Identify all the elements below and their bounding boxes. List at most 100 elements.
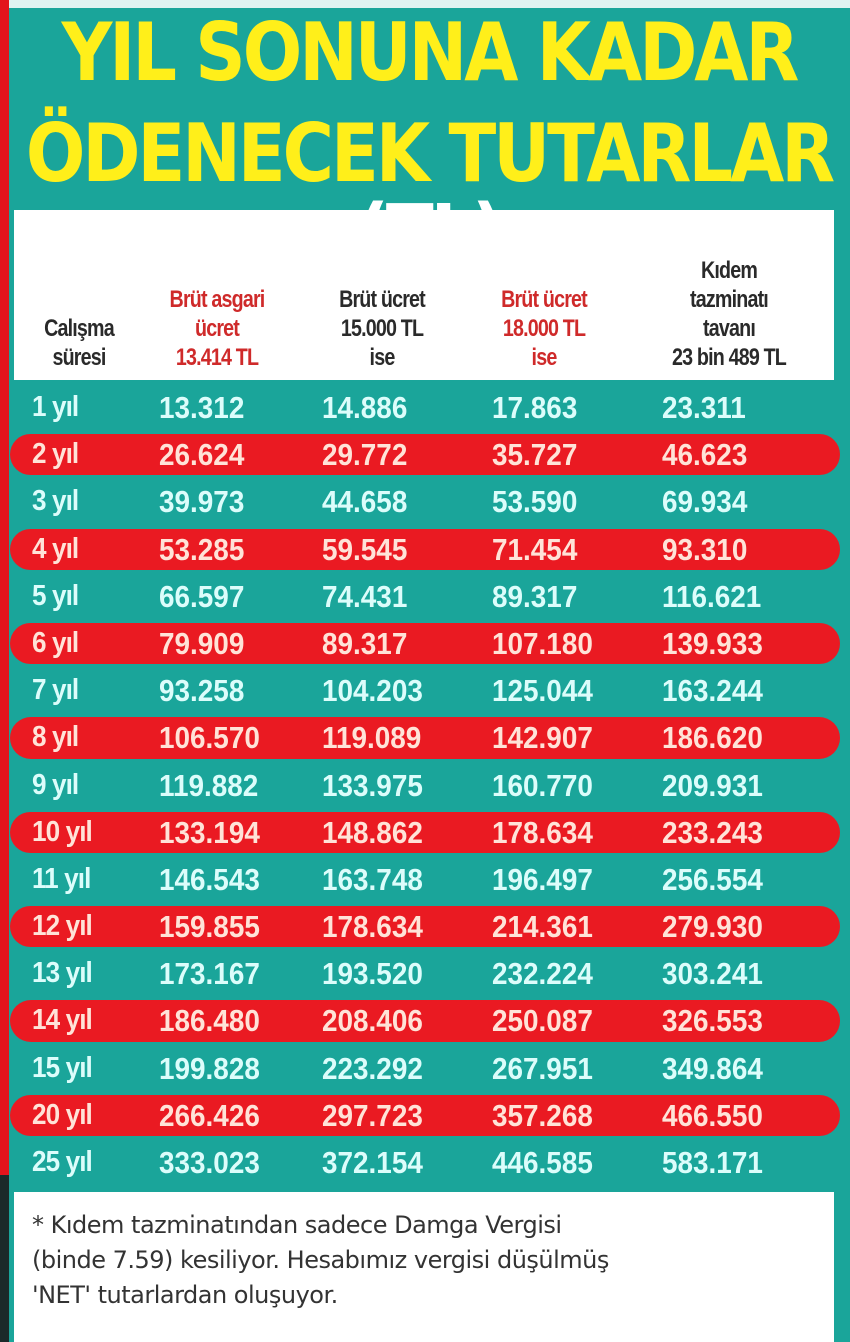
cell-severance-cap: 349.864	[662, 1050, 763, 1086]
cell-15000: 223.292	[322, 1050, 423, 1086]
cell-severance-cap: 186.620	[662, 720, 763, 756]
cell-min-wage: 266.426	[159, 1097, 260, 1133]
column-header-line: süresi	[52, 344, 106, 371]
title-line-1: YIL SONUNA KADAR	[61, 5, 800, 100]
table-header: Calışma süresi Brüt asgari ücret 13.414 …	[14, 210, 834, 380]
table-row: 7 yıl 93.258 104.203 125.044 163.244	[14, 667, 838, 714]
table-body: 1 yıl 13.312 14.886 17.863 23.311 2 yıl 26.62…	[10, 384, 840, 1186]
table-row: 6 yıl 79.909 89.317 107.180 139.933	[10, 620, 840, 667]
column-header-line: ise	[531, 344, 558, 371]
cell-severance-cap: 46.623	[662, 437, 748, 473]
cell-18000: 232.224	[492, 956, 593, 992]
cell-duration: 4 yıl	[32, 532, 79, 565]
cell-18000: 357.268	[492, 1097, 593, 1133]
cell-min-wage: 199.828	[159, 1050, 260, 1086]
column-header-15000: Brüt ücret 15.000 TL ise	[316, 285, 447, 372]
cell-18000: 160.770	[492, 767, 593, 803]
column-header-line: Calışma	[44, 315, 115, 342]
column-header-line: ücret	[194, 315, 240, 342]
cell-18000: 107.180	[492, 625, 593, 661]
cell-duration: 13 yıl	[32, 957, 93, 990]
column-header-line: 23 bin 489 TL	[671, 344, 787, 371]
column-header-line: Brüt ücret	[339, 286, 426, 313]
cell-duration: 2 yıl	[32, 438, 79, 471]
cell-min-wage: 106.570	[159, 720, 260, 756]
cell-18000: 53.590	[492, 484, 578, 520]
cell-18000: 71.454	[492, 531, 578, 567]
cell-15000: 74.431	[322, 578, 408, 614]
top-band	[9, 0, 850, 8]
title-line-2-text: ÖDENECEK TUTARLAR	[25, 106, 835, 201]
table-row: 25 yıl 333.023 372.154 446.585 583.171	[14, 1139, 838, 1186]
table-row: 8 yıl 106.570 119.089 142.907 186.620	[10, 714, 840, 761]
column-header-line: Brüt asgari	[169, 286, 266, 313]
cell-severance-cap: 256.554	[662, 861, 763, 897]
row-highlight	[10, 906, 840, 948]
cell-duration: 6 yıl	[32, 626, 79, 659]
cell-severance-cap: 279.930	[662, 909, 763, 945]
cell-18000: 267.951	[492, 1050, 593, 1086]
row-highlight	[10, 1000, 840, 1042]
cell-duration: 10 yıl	[32, 815, 93, 848]
table-row: 9 yıl 119.882 133.975 160.770 209.931	[14, 762, 838, 809]
footnote-line: 'NET' tutarlardan oluşuyor.	[32, 1281, 338, 1309]
footnote-line: (binde 7.59) kesiliyor. Hesabımız vergis…	[32, 1246, 609, 1274]
cell-min-wage: 159.855	[159, 909, 260, 945]
table-row: 1 yıl 13.312 14.886 17.863 23.311	[14, 384, 838, 431]
table-row: 13 yıl 173.167 193.520 232.224 303.241	[14, 950, 838, 997]
cell-min-wage: 79.909	[159, 625, 245, 661]
cell-min-wage: 146.543	[159, 861, 260, 897]
row-highlight	[10, 1094, 840, 1136]
row-highlight	[10, 811, 840, 853]
column-header-line: tavanı	[703, 315, 756, 342]
table-row: 4 yıl 53.285 59.545 71.454 93.310	[10, 526, 840, 573]
cell-duration: 5 yıl	[32, 579, 79, 612]
table-row: 10 yıl 133.194 148.862 178.634 233.243	[10, 809, 840, 856]
cell-15000: 193.520	[322, 956, 423, 992]
cell-duration: 8 yıl	[32, 721, 79, 754]
cell-15000: 44.658	[322, 484, 408, 520]
table-row: 3 yıl 39.973 44.658 53.590 69.934	[14, 478, 838, 525]
cell-severance-cap: 93.310	[662, 531, 748, 567]
cell-severance-cap: 303.241	[662, 956, 763, 992]
column-header-line: tazminatı	[690, 286, 769, 313]
cell-15000: 163.748	[322, 861, 423, 897]
cell-15000: 148.862	[322, 814, 423, 850]
cell-18000: 250.087	[492, 1003, 593, 1039]
cell-18000: 125.044	[492, 673, 593, 709]
column-header-line: 15.000 TL	[340, 315, 424, 342]
cell-15000: 178.634	[322, 909, 423, 945]
footnote-text: * Kıdem tazminatından sadece Damga Vergi…	[32, 1208, 822, 1313]
cell-min-wage: 26.624	[159, 437, 245, 473]
cell-severance-cap: 163.244	[662, 673, 763, 709]
column-header-line: 18.000 TL	[502, 315, 586, 342]
table-row: 2 yıl 26.624 29.772 35.727 46.623	[10, 431, 840, 478]
cell-15000: 59.545	[322, 531, 408, 567]
row-highlight	[10, 434, 840, 476]
cell-15000: 133.975	[322, 767, 423, 803]
cell-severance-cap: 139.933	[662, 625, 763, 661]
row-highlight	[10, 622, 840, 665]
column-header-line: Kıdem	[700, 257, 758, 284]
cell-18000: 89.317	[492, 578, 578, 614]
cell-18000: 446.585	[492, 1145, 593, 1180]
cell-severance-cap: 583.171	[662, 1145, 763, 1180]
cell-duration: 25 yıl	[32, 1146, 93, 1178]
table-row: 20 yıl 266.426 297.723 357.268 466.550	[10, 1092, 840, 1139]
cell-15000: 372.154	[322, 1145, 423, 1180]
cell-18000: 214.361	[492, 909, 593, 945]
column-header-min-wage: Brüt asgari ücret 13.414 TL	[147, 285, 286, 372]
cell-18000: 142.907	[492, 720, 593, 756]
column-header-line: ise	[369, 344, 396, 371]
cell-duration: 1 yıl	[32, 391, 79, 423]
cell-18000: 178.634	[492, 814, 593, 850]
cell-duration: 7 yıl	[32, 674, 79, 707]
cell-min-wage: 333.023	[159, 1145, 260, 1180]
cell-15000: 14.886	[322, 390, 408, 425]
cell-min-wage: 119.882	[159, 767, 259, 803]
cell-15000: 119.089	[322, 720, 422, 756]
cell-duration: 11 yıl	[32, 862, 91, 895]
cell-15000: 208.406	[322, 1003, 423, 1039]
table-row: 11 yıl 146.543 163.748 196.497 256.554	[14, 856, 838, 903]
cell-min-wage: 13.312	[159, 390, 245, 425]
